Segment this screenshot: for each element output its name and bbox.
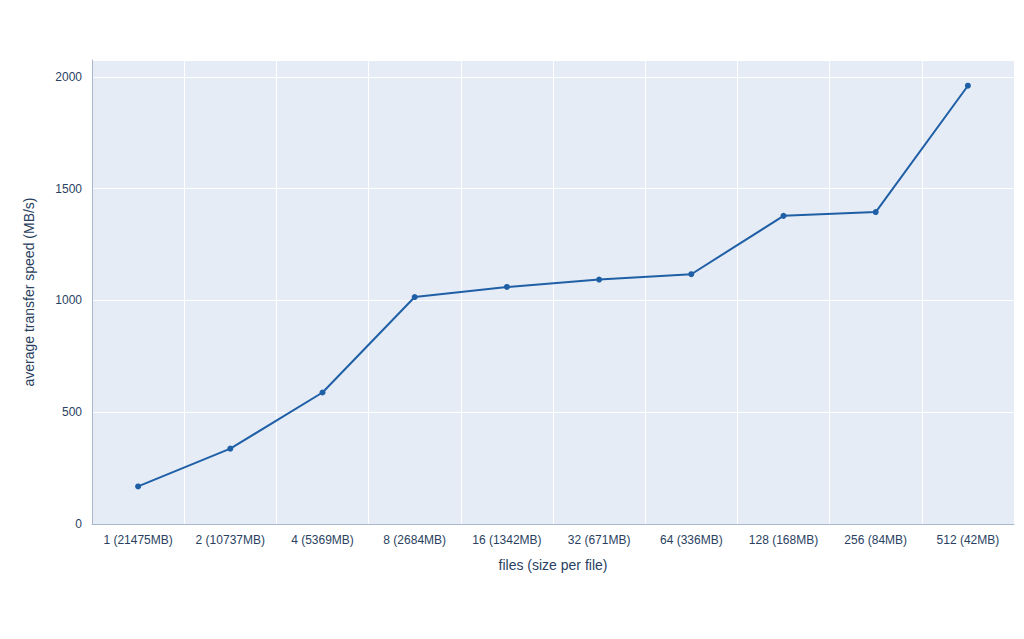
svg-text:8 (2684MB): 8 (2684MB)	[383, 533, 446, 547]
svg-text:16 (1342MB): 16 (1342MB)	[472, 533, 541, 547]
svg-text:2 (10737MB): 2 (10737MB)	[196, 533, 265, 547]
svg-text:1 (21475MB): 1 (21475MB)	[103, 533, 172, 547]
svg-text:32 (671MB): 32 (671MB)	[568, 533, 631, 547]
svg-text:files (size per file): files (size per file)	[499, 557, 608, 573]
svg-text:1500: 1500	[55, 182, 82, 196]
svg-text:0: 0	[75, 517, 82, 531]
svg-text:1000: 1000	[55, 293, 82, 307]
svg-text:256 (84MB): 256 (84MB)	[844, 533, 907, 547]
svg-text:64 (336MB): 64 (336MB)	[660, 533, 723, 547]
svg-text:2000: 2000	[55, 70, 82, 84]
svg-text:average transfer speed (MB/s): average transfer speed (MB/s)	[21, 197, 37, 386]
svg-text:512 (42MB): 512 (42MB)	[937, 533, 1000, 547]
svg-text:4 (5369MB): 4 (5369MB)	[291, 533, 354, 547]
svg-text:128 (168MB): 128 (168MB)	[749, 533, 818, 547]
svg-text:500: 500	[62, 405, 82, 419]
